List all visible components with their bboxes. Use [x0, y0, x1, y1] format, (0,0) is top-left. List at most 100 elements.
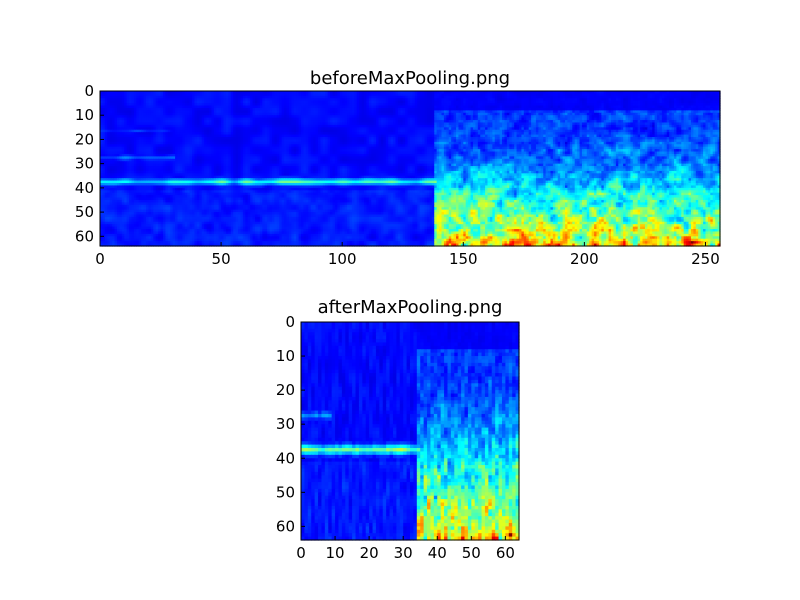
heatmap-cell	[395, 103, 399, 107]
heatmap-cell	[255, 105, 259, 109]
heatmap-cell	[661, 103, 665, 107]
heatmap-cell	[255, 98, 259, 102]
heatmap-cell	[468, 100, 472, 104]
heatmap-cell	[637, 95, 641, 99]
heatmap-cell	[187, 103, 191, 107]
heatmap-cell	[116, 103, 120, 107]
heatmap-cell	[518, 98, 522, 102]
heatmap-cell	[637, 103, 641, 107]
heatmap-cell	[240, 91, 244, 95]
heatmap-cell	[620, 91, 624, 95]
heatmap-cell	[281, 105, 285, 109]
heatmap-cell	[676, 93, 680, 97]
heatmap-cell	[407, 98, 411, 102]
heatmap-cell	[695, 103, 699, 107]
heatmap-cell	[439, 105, 443, 109]
heatmap-cell	[538, 103, 542, 107]
heatmap-cell	[565, 93, 569, 97]
heatmap-cell	[143, 95, 147, 99]
heatmap-cell	[385, 105, 389, 109]
heatmap-cell	[603, 100, 607, 104]
heatmap-cell	[434, 105, 438, 109]
heatmap-cell	[184, 100, 188, 104]
heatmap-cell	[165, 100, 169, 104]
heatmap-cell	[310, 93, 314, 97]
heatmap-cell	[250, 91, 254, 95]
heatmap-cell	[666, 98, 670, 102]
heatmap-cell	[402, 95, 406, 99]
heatmap-cell	[303, 103, 307, 107]
heatmap-cell	[516, 93, 520, 97]
heatmap-cell	[325, 100, 329, 104]
heatmap-cell	[417, 95, 421, 99]
heatmap-cell	[259, 91, 263, 95]
heatmap-cell	[344, 105, 348, 109]
heatmap-cell	[160, 98, 164, 102]
heatmap-cell	[625, 95, 629, 99]
heatmap-cell	[395, 98, 399, 102]
heatmap-cell	[148, 95, 152, 99]
heatmap-cell	[119, 91, 123, 95]
heatmap-cell	[606, 93, 610, 97]
heatmap-cell	[715, 93, 719, 97]
heatmap-cell	[649, 100, 653, 104]
heatmap-cell	[613, 100, 617, 104]
heatmap-cell	[468, 93, 472, 97]
heatmap-cell	[681, 100, 685, 104]
heatmap-cell	[221, 100, 225, 104]
heatmap-cell	[683, 100, 687, 104]
heatmap-cell	[380, 93, 384, 97]
heatmap-cell	[487, 93, 491, 97]
heatmap-cell	[184, 103, 188, 107]
heatmap-cell	[146, 105, 150, 109]
heatmap-cell	[526, 93, 530, 97]
heatmap-cell	[509, 93, 513, 97]
heatmap-cell	[196, 95, 200, 99]
heatmap-cell	[327, 103, 331, 107]
heatmap-cell	[509, 95, 513, 99]
heatmap-cell	[673, 91, 677, 95]
heatmap-cell	[460, 100, 464, 104]
heatmap-cell	[119, 105, 123, 109]
heatmap-cell	[625, 91, 629, 95]
heatmap-cell	[334, 105, 338, 109]
heatmap-cell	[642, 103, 646, 107]
heatmap-cell	[436, 95, 440, 99]
heatmap-cell	[448, 105, 452, 109]
heatmap-cell	[211, 100, 215, 104]
heatmap-cell	[356, 91, 360, 95]
heatmap-cell	[327, 93, 331, 97]
heatmap-cell	[327, 95, 331, 99]
heatmap-cell	[317, 91, 321, 95]
heatmap-cell	[218, 91, 222, 95]
heatmap-cell	[347, 100, 351, 104]
heatmap-cell	[337, 95, 341, 99]
heatmap-cell	[179, 98, 183, 102]
heatmap-cell	[705, 95, 709, 99]
heatmap-cell	[286, 93, 290, 97]
heatmap-cell	[506, 103, 510, 107]
heatmap-cell	[535, 93, 539, 97]
heatmap-cell	[351, 105, 355, 109]
heatmap-cell	[681, 91, 685, 95]
heatmap-cell	[342, 100, 346, 104]
heatmap-cell	[480, 91, 484, 95]
heatmap-cell	[250, 95, 254, 99]
heatmap-cell	[506, 95, 510, 99]
heatmap-cell	[264, 98, 268, 102]
heatmap-cell	[293, 95, 297, 99]
heatmap-cell	[104, 103, 108, 107]
heatmap-cell	[659, 100, 663, 104]
heatmap-cell	[579, 91, 583, 95]
heatmap-cell	[385, 98, 389, 102]
heatmap-cell	[344, 95, 348, 99]
heatmap-cell	[315, 98, 319, 102]
heatmap-cell	[470, 105, 474, 109]
heatmap-cell	[279, 100, 283, 104]
heatmap-cell	[165, 98, 169, 102]
heatmap-cell	[296, 105, 300, 109]
heatmap-cell	[523, 100, 527, 104]
heatmap-cell	[371, 93, 375, 97]
heatmap-cell	[204, 100, 208, 104]
heatmap-cell	[393, 103, 397, 107]
